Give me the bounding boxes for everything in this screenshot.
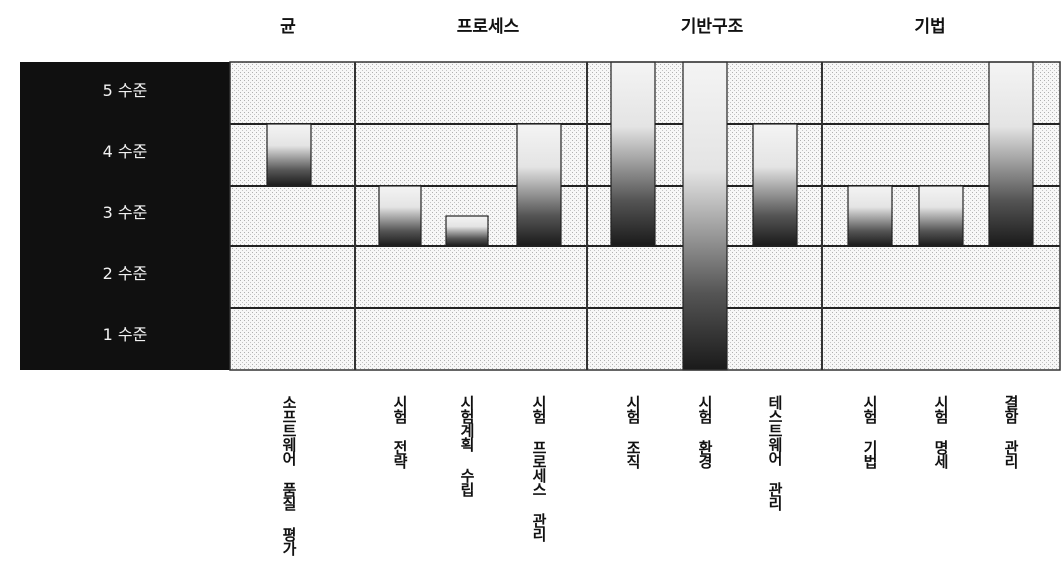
range-bar (918, 185, 964, 247)
category-label: 소프트웨어 품질 평가 (280, 395, 298, 557)
range-bar (445, 215, 489, 247)
category-label: 시험 환경 (696, 395, 714, 470)
plot-border (229, 61, 1061, 371)
group-title: 기반구조 (681, 17, 744, 37)
level-label: 5 수준 (103, 81, 148, 100)
range-bar (847, 185, 893, 247)
level-label: 1 수준 (103, 325, 148, 344)
range-bar (610, 61, 656, 247)
range-bar (266, 123, 312, 187)
category-label: 시험 프로세스 관리 (530, 395, 548, 543)
category-label: 시험 조직 (624, 395, 642, 470)
group-title: 균 (280, 17, 296, 37)
category-label: 테스트웨어 관리 (766, 395, 784, 512)
level-label-column (20, 62, 230, 370)
range-bar (378, 185, 422, 247)
level-label: 2 수준 (103, 264, 148, 283)
range-bar (988, 61, 1034, 247)
range-bar (516, 123, 562, 247)
range-bar (682, 61, 728, 371)
category-label: 시험 명세 (932, 395, 950, 470)
category-label: 결함 관리 (1002, 394, 1020, 470)
range-bar (752, 123, 798, 247)
level-label: 4 수준 (103, 142, 148, 161)
category-label: 시험 전략 (391, 395, 409, 470)
category-label: 시험 기법 (861, 395, 879, 470)
level-label: 3 수준 (103, 203, 148, 222)
category-label: 시험계획 수립 (458, 395, 476, 498)
group-title: 프로세스 (457, 17, 520, 37)
group-title: 기법 (914, 17, 945, 37)
